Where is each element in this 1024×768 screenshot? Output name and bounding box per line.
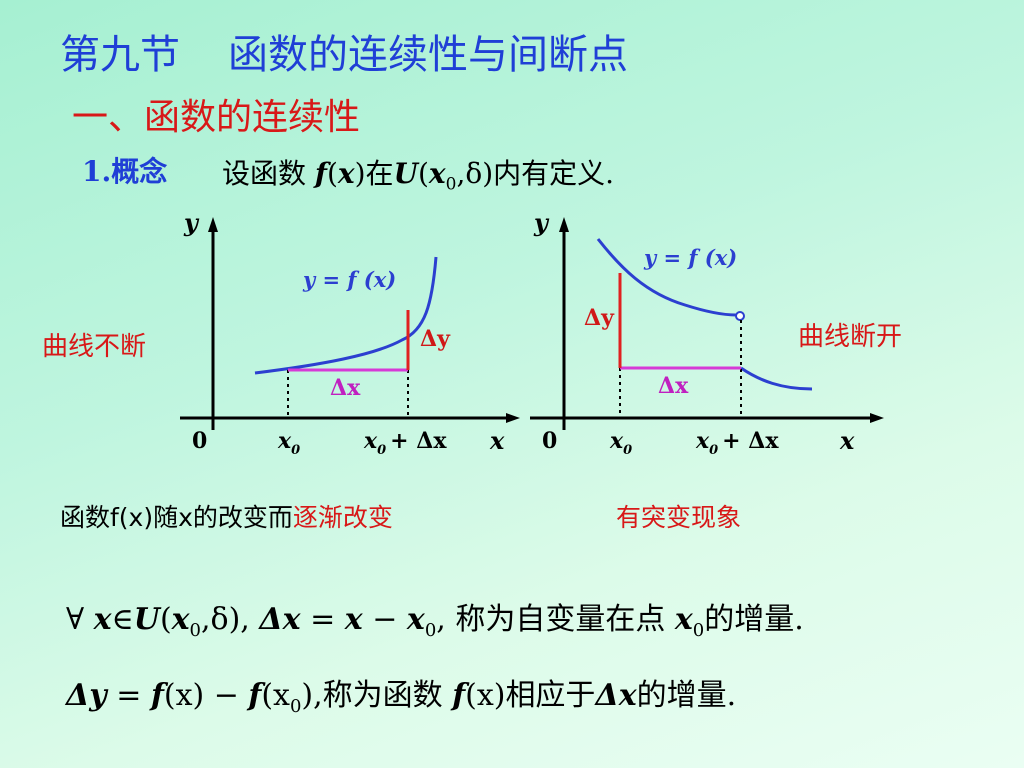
x0-tick-label: x0 bbox=[277, 428, 300, 458]
open-endpoint bbox=[735, 311, 745, 321]
y-axis-arrow bbox=[559, 217, 569, 232]
concept-definition: 设函数 f(x)在U(x0,δ)内有定义. bbox=[222, 157, 615, 195]
x0dx-tick-label: x0 + Δx bbox=[363, 428, 447, 458]
upper-curve-branch bbox=[596, 238, 737, 317]
x0dx-tick-label: x0 + Δx bbox=[695, 428, 779, 458]
continuous-curve bbox=[254, 256, 438, 375]
discontinuous-caption: 有突变现象 bbox=[616, 503, 742, 532]
curve-label: y = f (x) bbox=[643, 245, 737, 270]
x-axis-arrow bbox=[870, 413, 884, 423]
section-number: 第九节 bbox=[60, 32, 180, 78]
x-axis-label: x bbox=[489, 426, 505, 455]
dy-label: Δy bbox=[420, 326, 451, 352]
dy-label: Δy bbox=[584, 305, 615, 331]
x-axis-arrow bbox=[506, 413, 520, 423]
concept-label: 1.概念 bbox=[82, 155, 168, 188]
y-axis-label: y bbox=[183, 208, 200, 237]
page-title: 第九节 函数的连续性与间断点 bbox=[60, 22, 628, 80]
discontinuous-label: 曲线断开 bbox=[798, 322, 903, 352]
y-axis-arrow bbox=[208, 217, 218, 232]
increment-y-definition: Δy = f(x) − f(x0),称为函数 f(x)相应于Δx的增量. bbox=[66, 678, 737, 717]
subtitle: 一、函数的连续性 bbox=[72, 97, 361, 138]
section-title: 函数的连续性与间断点 bbox=[228, 32, 628, 78]
y-axis-label: y bbox=[533, 208, 550, 237]
increment-x-definition: ∀ x∈U(x0,δ), Δx = x − x0, 称为自变量在点 x0的增量. bbox=[66, 602, 804, 641]
continuous-graph: y x 0 Δx Δy y = f (x) x0 x0 + Δx bbox=[180, 208, 520, 458]
lower-curve-branch bbox=[740, 366, 813, 391]
dx-label: Δx bbox=[658, 373, 689, 399]
curve-label: y = f (x) bbox=[302, 267, 396, 292]
x0-tick-label: x0 bbox=[609, 428, 632, 458]
origin-label: 0 bbox=[192, 428, 207, 454]
continuous-label: 曲线不断 bbox=[42, 332, 147, 362]
continuous-caption: 函数f(x)随x的改变而逐渐改变 bbox=[60, 503, 393, 532]
dx-label: Δx bbox=[330, 375, 361, 401]
discontinuous-graph: y x 0 Δy Δx y = f (x) x0 x0 + Δx bbox=[530, 208, 884, 458]
origin-label: 0 bbox=[542, 428, 557, 454]
x-axis-label: x bbox=[839, 426, 855, 455]
